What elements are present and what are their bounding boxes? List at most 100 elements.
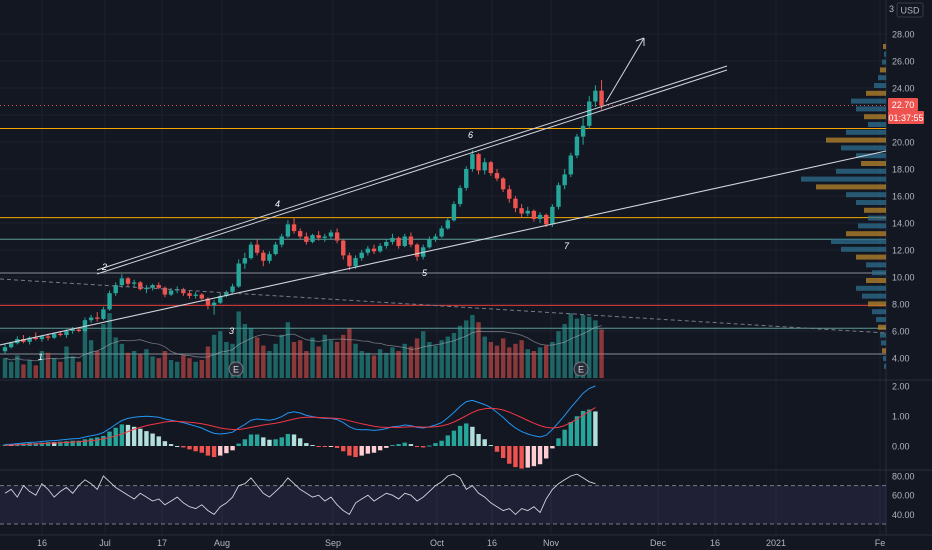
earnings-marker-aug[interactable]: E — [228, 361, 244, 377]
candle-body — [457, 187, 463, 205]
macd-histogram-bar — [45, 442, 51, 446]
candle-body — [162, 287, 168, 295]
candle-body — [131, 282, 137, 284]
candle-body — [205, 298, 211, 306]
volume-profile-bar — [878, 324, 886, 330]
last-price-label: 22.70 — [892, 100, 915, 110]
candle-body — [21, 339, 26, 342]
macd-histogram-bar — [205, 446, 211, 456]
macd-histogram-bar — [95, 437, 100, 446]
candle-body — [211, 302, 217, 306]
candle-body — [445, 220, 450, 229]
wave-label: 6 — [468, 130, 473, 140]
price-tick-label: 6.00 — [892, 327, 910, 337]
volume-profile-bar — [868, 215, 886, 221]
candle-body — [371, 248, 377, 252]
volume-bar — [101, 324, 106, 378]
candle-body — [414, 244, 420, 257]
volume-bar — [76, 361, 81, 378]
volume-profile-bar — [841, 246, 886, 252]
price-tick-label: 26.00 — [892, 57, 915, 67]
candle-body — [279, 236, 284, 245]
price-tick-label: 20.00 — [892, 138, 915, 148]
volume-bar — [476, 322, 481, 378]
macd-histogram-bar — [298, 438, 303, 446]
volume-bar — [113, 337, 118, 378]
earnings-label: E — [578, 365, 584, 375]
macd-histogram-bar — [138, 428, 143, 446]
volume-bar — [2, 358, 8, 378]
candle-body — [52, 333, 57, 338]
volume-bar — [482, 336, 487, 378]
macd-histogram-bar — [39, 442, 45, 446]
candle-body — [150, 285, 155, 288]
volume-bar — [408, 346, 414, 378]
volume-bar — [70, 356, 75, 378]
volume-profile-bar — [868, 122, 886, 127]
macd-histogram-bar — [414, 446, 420, 447]
time-axis[interactable]: 16 Jul 17 Aug Sep Oct 16 Nov Dec 16 2021 Fe — [37, 538, 885, 548]
rsi-tick-label: 60.00 — [892, 491, 915, 501]
volume-bar — [421, 331, 426, 378]
macd-tick-label: 0.00 — [892, 442, 910, 452]
macd-histogram-bar — [531, 446, 537, 467]
volume-bar — [162, 351, 168, 378]
rsi-band-fill — [0, 485, 886, 524]
volume-bar — [248, 328, 254, 378]
macd-histogram-bar — [261, 437, 266, 446]
price-axis[interactable]: 28.0026.0024.0022.0020.0018.0016.0014.00… — [892, 30, 915, 520]
candle-body — [550, 206, 555, 225]
time-tick-label: Dec — [650, 538, 667, 548]
volume-bar — [347, 328, 352, 378]
earnings-marker-nov[interactable]: E — [573, 361, 589, 377]
volume-profile-bar — [868, 301, 886, 307]
currency-badge[interactable]: USD — [896, 2, 924, 18]
wave-label: 5 — [422, 268, 428, 278]
macd-histogram-bar — [439, 440, 444, 446]
volume-bar — [599, 329, 604, 378]
macd-histogram-bar — [482, 439, 487, 446]
candle-body — [273, 244, 278, 255]
volume-bar — [199, 360, 204, 378]
upper-channel-line-2 — [96, 69, 728, 275]
volume-bar — [21, 364, 26, 378]
macd-histogram-bar — [76, 440, 81, 446]
volume-bar — [544, 345, 549, 378]
volume-bar — [193, 361, 198, 378]
candle-body — [359, 252, 364, 259]
candle-body — [113, 285, 118, 294]
candle-body — [476, 154, 481, 171]
volume-bar — [365, 352, 371, 378]
volume-bar — [494, 345, 500, 378]
time-tick-label: Sep — [325, 538, 341, 548]
price-axis-top-label: 3 — [889, 4, 894, 14]
volume-profile-bar — [856, 285, 886, 291]
macd-histogram-bar — [457, 425, 463, 446]
candle-body — [82, 320, 88, 331]
macd-histogram-bar — [52, 442, 57, 446]
volume-bar — [15, 355, 20, 378]
macd-histogram-bar — [451, 430, 457, 446]
price-tick-label: 28.00 — [892, 30, 915, 40]
volume-bar — [150, 356, 155, 378]
volume-bar — [218, 331, 223, 378]
candle-body — [316, 235, 321, 238]
volume-profile-bar — [836, 168, 886, 174]
volume-bar — [8, 361, 14, 378]
volume-profile-bar — [862, 293, 886, 299]
macd-histogram-bar — [181, 446, 186, 448]
candle-body — [353, 258, 358, 267]
volume-bar — [119, 343, 125, 378]
volume-ma-line — [4, 325, 602, 362]
candle-body — [181, 289, 186, 294]
volume-bar — [537, 347, 543, 378]
earnings-label: E — [233, 365, 239, 375]
volume-bar — [414, 338, 420, 378]
macd-histogram-bar — [211, 446, 217, 458]
macd-histogram-bar — [488, 445, 494, 447]
volume-bar — [64, 346, 69, 378]
time-tick-label: 17 — [157, 538, 167, 548]
time-tick-label: 16 — [37, 538, 47, 548]
